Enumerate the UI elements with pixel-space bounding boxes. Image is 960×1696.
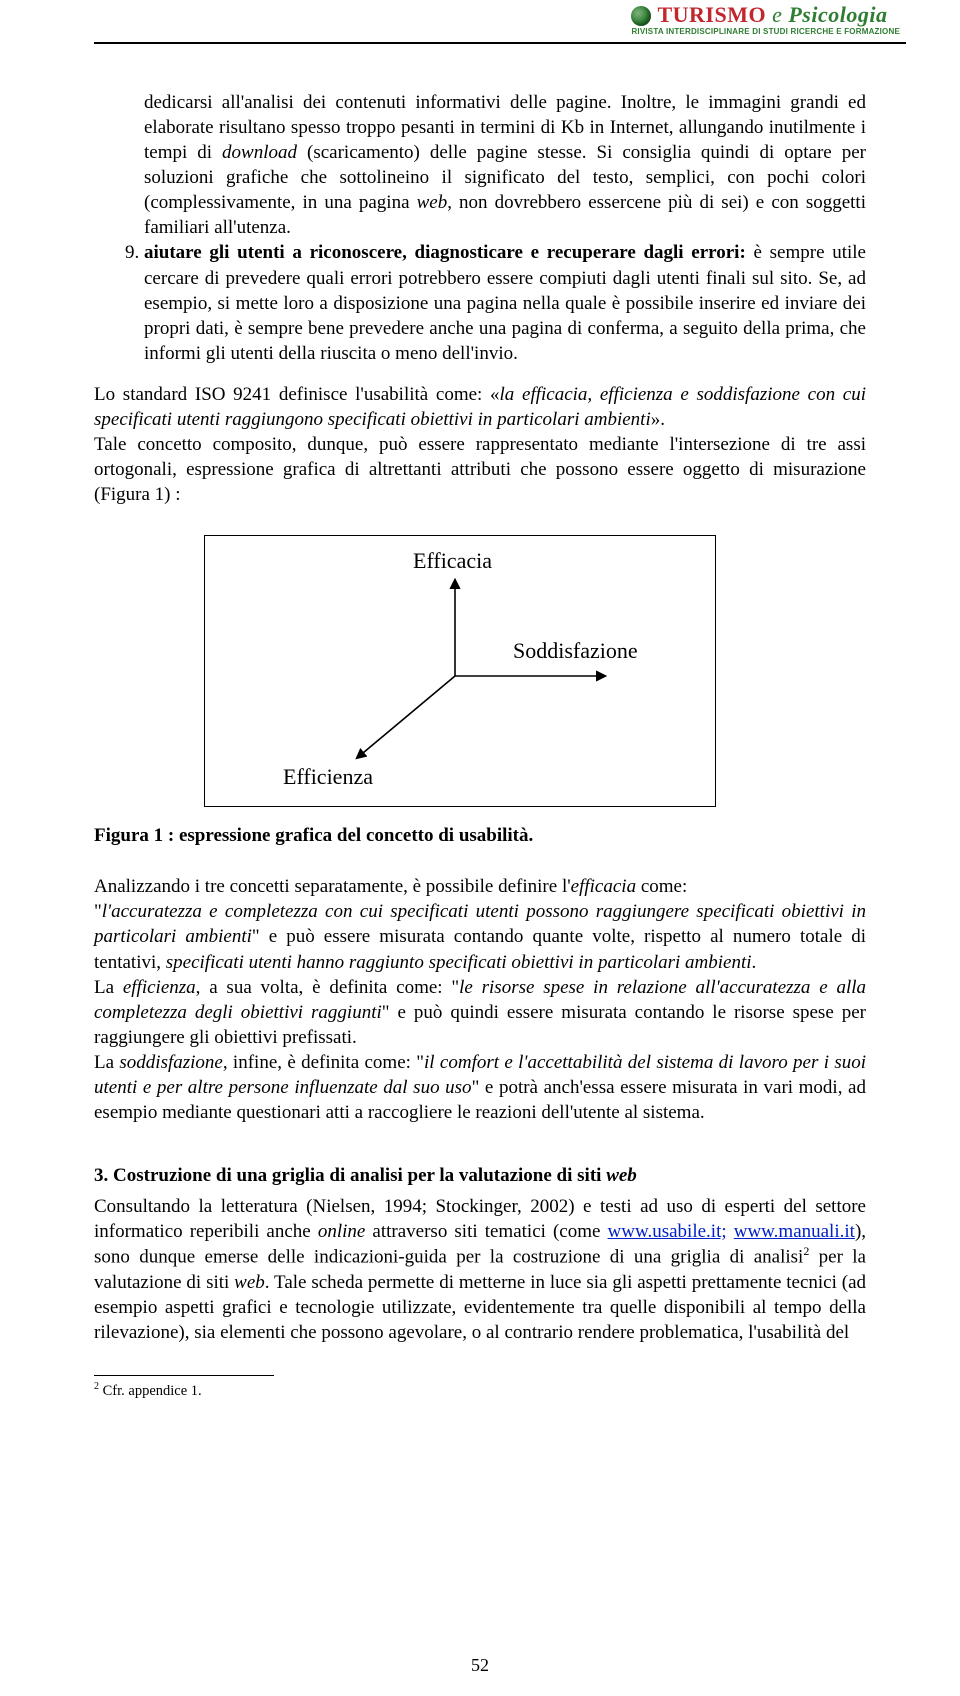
logo-e: e xyxy=(772,2,782,27)
iso-paragraph-1: Lo standard ISO 9241 definisce l'usabili… xyxy=(94,382,866,432)
figure-box: Efficacia Soddisfazione Efficienza xyxy=(204,535,716,807)
axes-diagram xyxy=(205,536,715,806)
journal-logo: TURISMO e Psicologia RIVISTA INTERDISCIP… xyxy=(631,4,900,36)
page-number: 52 xyxy=(0,1654,960,1678)
logo-word-1: TURISMO xyxy=(657,2,766,27)
analysis-efficacia: Analizzando i tre concetti separatamente… xyxy=(94,874,866,899)
link-usabile[interactable]: www.usabile.it; xyxy=(608,1221,727,1242)
header-rule xyxy=(94,42,906,44)
globe-icon xyxy=(631,6,651,26)
numbered-list: aiutare gli utenti a riconoscere, diagno… xyxy=(94,240,866,365)
section-3-heading: 3. Costruzione di una griglia di analisi… xyxy=(94,1163,866,1188)
footnote-2: 2 Cfr. appendice 1. xyxy=(94,1380,866,1401)
list-continuation: dedicarsi all'analisi dei contenuti info… xyxy=(94,90,866,240)
footnote-rule xyxy=(94,1375,274,1376)
analysis-efficacia-quote: "l'accuratezza e completezza con cui spe… xyxy=(94,899,866,974)
link-manuali[interactable]: www.manuali.it xyxy=(734,1221,855,1242)
figure-caption: Figura 1 : espressione grafica del conce… xyxy=(94,823,866,848)
section-3-paragraph: Consultando la letteratura (Nielsen, 199… xyxy=(94,1194,866,1345)
axis-label-efficienza: Efficienza xyxy=(283,762,373,791)
analysis-efficienza: La efficienza, a sua volta, è definita c… xyxy=(94,975,866,1050)
page-header: TURISMO e Psicologia RIVISTA INTERDISCIP… xyxy=(94,0,866,60)
iso-paragraph-2: Tale concetto composito, dunque, può ess… xyxy=(94,432,866,507)
figure-1: Efficacia Soddisfazione Efficienza xyxy=(94,535,866,807)
logo-subtitle: RIVISTA INTERDISCIPLINARE DI STUDI RICER… xyxy=(631,28,900,36)
axis-label-efficacia: Efficacia xyxy=(413,546,492,575)
axis-label-soddisfazione: Soddisfazione xyxy=(513,636,638,665)
logo-word-2: Psicologia xyxy=(788,2,887,27)
analysis-soddisfazione: La soddisfazione, infine, è definita com… xyxy=(94,1050,866,1125)
list-item-9: aiutare gli utenti a riconoscere, diagno… xyxy=(144,240,866,365)
